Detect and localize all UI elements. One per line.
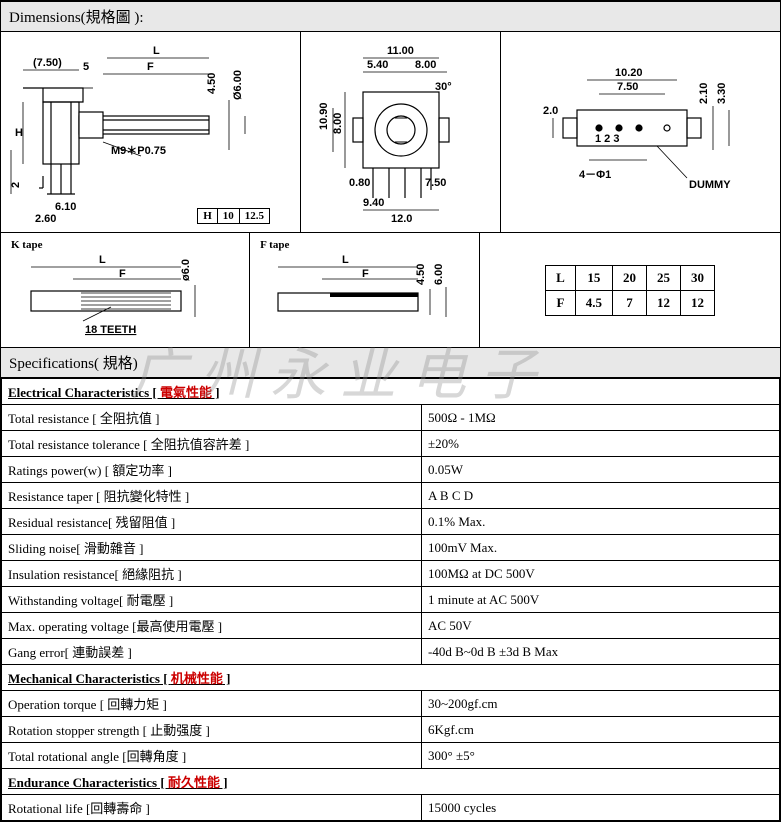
lf-table-cell: L15 2025 30 F4.5 712 12 <box>480 233 780 347</box>
spec-value: -40d B~0d B ±3d B Max <box>422 639 780 665</box>
svg-text:6.00: 6.00 <box>433 264 445 285</box>
svg-text:L: L <box>99 254 106 266</box>
spec-value: 500Ω - 1MΩ <box>422 405 780 431</box>
spec-value: ±20% <box>422 431 780 457</box>
f-tape-cell: F tape L F 4.50 6.00 <box>250 233 480 347</box>
spec-value: 30~200gf.cm <box>422 691 780 717</box>
spec-row: Residual resistance[ 残留阻值 ]0.1% Max. <box>2 509 780 535</box>
svg-text:2.10: 2.10 <box>698 83 710 104</box>
lf-table: L15 2025 30 F4.5 712 12 <box>545 265 715 316</box>
svg-text:L: L <box>153 45 160 57</box>
k-tape-title: K tape <box>11 239 239 251</box>
svg-text:8.00: 8.00 <box>415 59 436 71</box>
svg-text:4－Φ1: 4－Φ1 <box>579 169 611 181</box>
spec-value: AC 50V <box>422 613 780 639</box>
spec-value: 100mV Max. <box>422 535 780 561</box>
spec-label: Rotational life [回轉壽命 ] <box>2 795 422 821</box>
spec-label: Operation torque [ 回轉力矩 ] <box>2 691 422 717</box>
svg-text:10.90: 10.90 <box>318 102 330 130</box>
spec-label: Sliding noise[ 滑動雜音 ] <box>2 535 422 561</box>
diagram-pin-view: 10.20 7.50 2.0 2.10 3.30 1 2 3 4－Φ1 DUMM… <box>501 32 780 232</box>
spec-row: Operation torque [ 回轉力矩 ]30~200gf.cm <box>2 691 780 717</box>
spec-row: Resistance taper [ 阻抗變化特性 ]A B C D <box>2 483 780 509</box>
svg-text:2: 2 <box>10 182 22 188</box>
svg-text:DUMMY: DUMMY <box>689 179 731 191</box>
specifications-header: Specifications( 規格) <box>1 347 780 378</box>
svg-text:5: 5 <box>83 61 89 73</box>
spec-label: Gang error[ 連動誤差 ] <box>2 639 422 665</box>
svg-text:ø6.0: ø6.0 <box>180 259 192 281</box>
diagram-front-view: 11.00 5.40 8.00 30° 10.90 8.00 0.80 7.50… <box>301 32 501 232</box>
spec-value: 300° ±5° <box>422 743 780 769</box>
spec-row: Total rotational angle [回轉角度 ]300° ±5° <box>2 743 780 769</box>
svg-text:F: F <box>147 61 154 73</box>
svg-text:12.0: 12.0 <box>391 213 412 224</box>
svg-text:8.00: 8.00 <box>332 113 344 134</box>
svg-text:30°: 30° <box>435 81 452 93</box>
spec-row: Insulation resistance[ 絕緣阻抗 ]100MΩ at DC… <box>2 561 780 587</box>
spec-row: Sliding noise[ 滑動雜音 ]100mV Max. <box>2 535 780 561</box>
spec-label: Ratings power(w) [ 額定功率 ] <box>2 457 422 483</box>
svg-text:9.40: 9.40 <box>363 197 384 209</box>
svg-text:2.60: 2.60 <box>35 213 56 224</box>
electrical-heading: Electrical Characteristics [ 電氣性能 ] <box>2 379 780 405</box>
h-table: H1012.5 <box>197 208 270 224</box>
spec-label: Total rotational angle [回轉角度 ] <box>2 743 422 769</box>
svg-text:4.50: 4.50 <box>206 73 218 94</box>
svg-text:18 TEETH: 18 TEETH <box>85 324 136 336</box>
svg-text:F: F <box>119 268 126 280</box>
svg-text:1 2 3: 1 2 3 <box>595 133 619 145</box>
spec-label: Total resistance tolerance [ 全阻抗值容許差 ] <box>2 431 422 457</box>
spec-row: Ratings power(w) [ 額定功率 ]0.05W <box>2 457 780 483</box>
svg-text:4.50: 4.50 <box>415 264 427 285</box>
svg-text:Ø6.00: Ø6.00 <box>232 70 244 100</box>
spec-row: Total resistance [ 全阻抗值 ]500Ω - 1MΩ <box>2 405 780 431</box>
spec-row: Withstanding voltage[ 耐電壓 ]1 minute at A… <box>2 587 780 613</box>
svg-text:L: L <box>342 254 349 266</box>
spec-row: Max. operating voltage [最高使用電壓 ]AC 50V <box>2 613 780 639</box>
k-tape-cell: K tape L F ø6.0 18 TEETH <box>1 233 250 347</box>
dimensions-header: Dimensions(規格圖 ): <box>1 1 780 32</box>
spec-value: 1 minute at AC 500V <box>422 587 780 613</box>
spec-label: Residual resistance[ 残留阻值 ] <box>2 509 422 535</box>
svg-text:6.10: 6.10 <box>55 201 76 213</box>
spec-value: 15000 cycles <box>422 795 780 821</box>
diagrams-row: (7.50) L 5 F 4.50 Ø6.00 H 3.5 2 6.10 2.6… <box>1 32 780 232</box>
svg-text:0.80: 0.80 <box>349 177 370 189</box>
f-tape-title: F tape <box>260 239 469 251</box>
spec-label: Total resistance [ 全阻抗值 ] <box>2 405 422 431</box>
spec-value: 100MΩ at DC 500V <box>422 561 780 587</box>
svg-text:2.0: 2.0 <box>543 105 558 117</box>
mechanical-heading: Mechanical Characteristics [ 机械性能 ] <box>2 665 780 691</box>
spec-label: Resistance taper [ 阻抗變化特性 ] <box>2 483 422 509</box>
tapes-row: K tape L F ø6.0 18 TEETH F ta <box>1 232 780 347</box>
spec-label: Rotation stopper strength [ 止動强度 ] <box>2 717 422 743</box>
svg-text:7.50: 7.50 <box>425 177 446 189</box>
endurance-heading: Endurance Characteristics [ 耐久性能 ] <box>2 769 780 795</box>
svg-text:7.50: 7.50 <box>617 81 638 93</box>
svg-text:(7.50): (7.50) <box>33 57 62 69</box>
spec-label: Insulation resistance[ 絕緣阻抗 ] <box>2 561 422 587</box>
spec-value: A B C D <box>422 483 780 509</box>
svg-text:H: H <box>15 127 23 139</box>
diagram-side-view: (7.50) L 5 F 4.50 Ø6.00 H 3.5 2 6.10 2.6… <box>1 32 301 232</box>
svg-text:5.40: 5.40 <box>367 59 388 71</box>
spec-value: 0.1% Max. <box>422 509 780 535</box>
spec-label: Withstanding voltage[ 耐電壓 ] <box>2 587 422 613</box>
svg-text:10.20: 10.20 <box>615 67 643 79</box>
spec-row: Rotational life [回轉壽命 ]15000 cycles <box>2 795 780 821</box>
svg-text:F: F <box>362 268 369 280</box>
spec-value: 6Kgf.cm <box>422 717 780 743</box>
spec-label: Max. operating voltage [最高使用電壓 ] <box>2 613 422 639</box>
spec-row: Gang error[ 連動誤差 ]-40d B~0d B ±3d B Max <box>2 639 780 665</box>
spec-row: Total resistance tolerance [ 全阻抗值容許差 ]±2… <box>2 431 780 457</box>
spec-value: 0.05W <box>422 457 780 483</box>
svg-text:11.00: 11.00 <box>387 45 414 57</box>
spec-row: Rotation stopper strength [ 止動强度 ]6Kgf.c… <box>2 717 780 743</box>
svg-text:3.30: 3.30 <box>716 83 728 104</box>
